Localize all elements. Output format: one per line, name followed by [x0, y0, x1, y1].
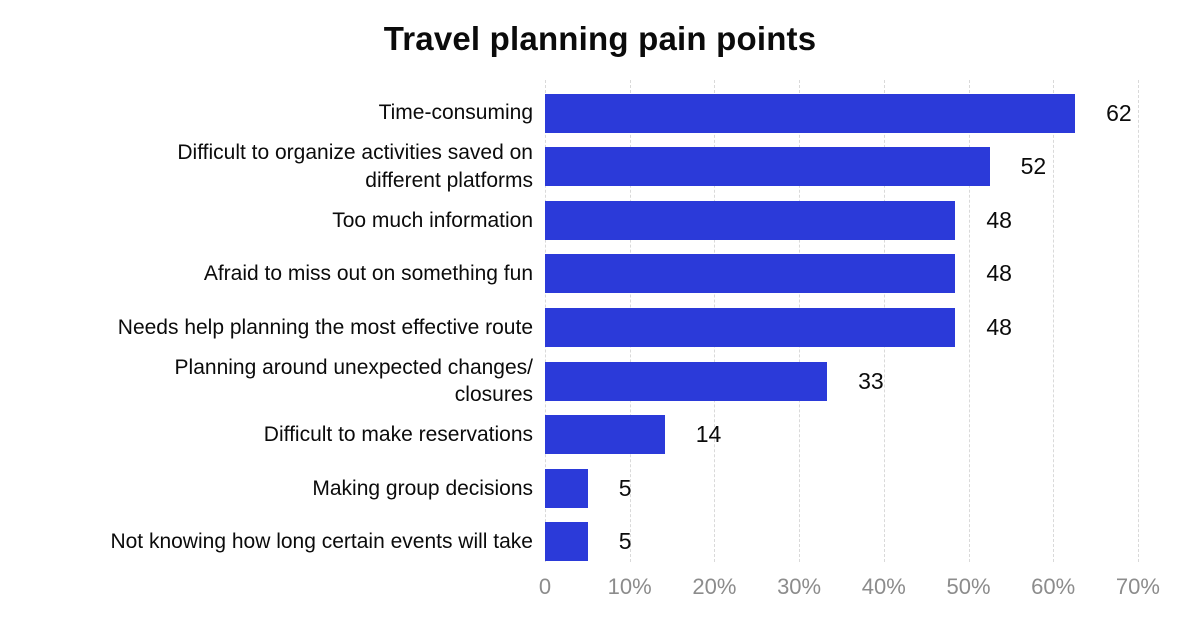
bar — [545, 361, 828, 401]
value-label: 52 — [1020, 153, 1047, 180]
category-label: Not knowing how long certain events will… — [110, 530, 533, 554]
bar — [545, 522, 588, 562]
category-label: Too much information — [332, 208, 533, 232]
value-label: 48 — [986, 260, 1012, 287]
bar — [545, 254, 956, 294]
bar — [545, 468, 588, 508]
x-tick-label: 30% — [777, 574, 822, 599]
bar — [545, 200, 956, 240]
bar — [545, 147, 990, 187]
gridline — [1137, 80, 1139, 562]
category-label: Making group decisions — [312, 476, 533, 500]
gridline — [968, 80, 970, 562]
value-label: 14 — [695, 421, 722, 448]
category-label: Time-consuming — [378, 101, 533, 125]
value-label: 5 — [618, 528, 632, 555]
x-tick-label: 70% — [1115, 574, 1160, 599]
value-label: 48 — [986, 206, 1012, 233]
category-label: Needs help planning the most effective r… — [117, 315, 533, 339]
bar — [545, 93, 1076, 133]
value-label: 48 — [986, 313, 1012, 340]
x-tick-label: 60% — [1031, 574, 1076, 599]
chart-title: Travel planning pain points — [383, 20, 817, 57]
x-tick-label: 20% — [692, 574, 737, 599]
value-label: 33 — [858, 367, 884, 394]
category-label: Afraid to miss out on something fun — [203, 262, 533, 286]
value-label: 62 — [1106, 99, 1132, 126]
gridline — [1053, 80, 1055, 562]
x-tick-label: 0 — [538, 574, 552, 599]
bar — [545, 415, 665, 455]
x-tick-label: 50% — [946, 574, 991, 599]
x-tick-label: 10% — [607, 574, 652, 599]
bar — [545, 307, 956, 347]
category-label: Planning around unexpected changes/ clos… — [174, 355, 533, 406]
value-label: 5 — [618, 474, 632, 501]
category-label: Difficult to organize activities saved o… — [177, 141, 533, 192]
x-tick-label: 40% — [861, 574, 906, 599]
category-label: Difficult to make reservations — [263, 422, 533, 446]
